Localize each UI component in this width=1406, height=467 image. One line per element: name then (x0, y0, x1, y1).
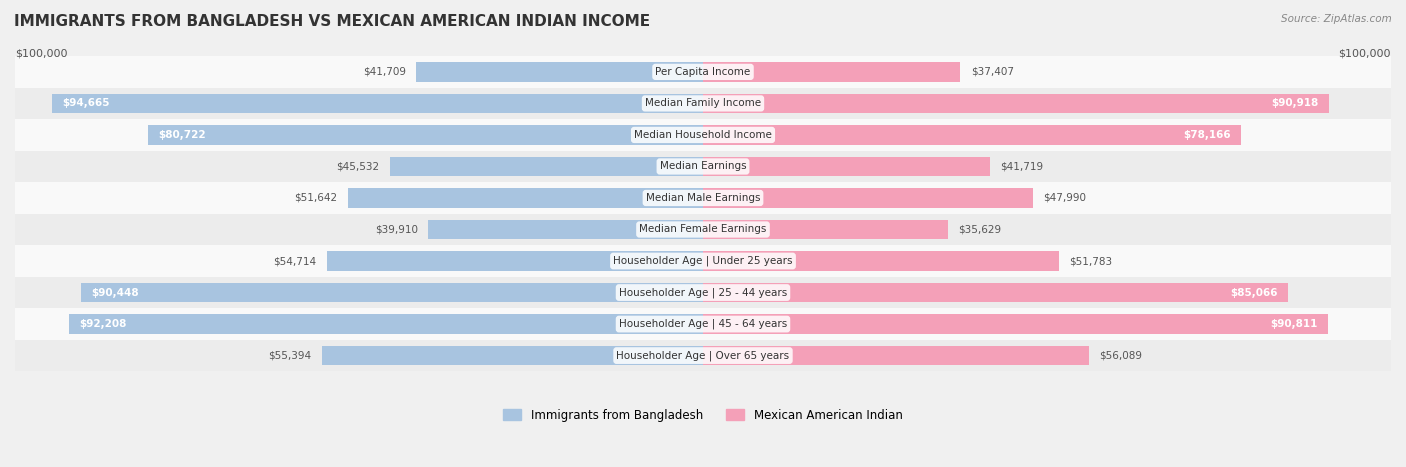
Bar (69, 314, 703, 334)
Text: $54,714: $54,714 (273, 256, 316, 266)
Bar (703, 62, 960, 82)
Bar (15, 151, 1391, 182)
Text: $80,722: $80,722 (157, 130, 205, 140)
Bar (347, 188, 703, 208)
Bar (703, 251, 1059, 271)
Text: $100,000: $100,000 (1339, 48, 1391, 58)
Text: $100,000: $100,000 (15, 48, 67, 58)
Text: Source: ZipAtlas.com: Source: ZipAtlas.com (1281, 14, 1392, 24)
Text: $56,089: $56,089 (1099, 351, 1142, 361)
Text: IMMIGRANTS FROM BANGLADESH VS MEXICAN AMERICAN INDIAN INCOME: IMMIGRANTS FROM BANGLADESH VS MEXICAN AM… (14, 14, 650, 29)
Bar (703, 188, 1033, 208)
Bar (703, 220, 948, 239)
Bar (15, 119, 1391, 151)
Bar (80, 283, 703, 302)
Text: $51,642: $51,642 (294, 193, 337, 203)
Bar (389, 157, 703, 176)
Bar (15, 182, 1391, 214)
Text: $85,066: $85,066 (1230, 288, 1278, 297)
Text: $90,918: $90,918 (1271, 99, 1319, 108)
Text: $37,407: $37,407 (970, 67, 1014, 77)
Bar (703, 314, 1327, 334)
Bar (15, 340, 1391, 371)
Bar (52, 94, 703, 113)
Text: Householder Age | 45 - 64 years: Householder Age | 45 - 64 years (619, 319, 787, 329)
Text: $41,709: $41,709 (363, 67, 406, 77)
Text: $47,990: $47,990 (1043, 193, 1087, 203)
Bar (703, 346, 1088, 365)
Text: $78,166: $78,166 (1182, 130, 1230, 140)
Bar (15, 56, 1391, 88)
Bar (15, 308, 1391, 340)
Bar (15, 245, 1391, 277)
Text: Median Male Earnings: Median Male Earnings (645, 193, 761, 203)
Text: Householder Age | Under 25 years: Householder Age | Under 25 years (613, 256, 793, 266)
Bar (15, 88, 1391, 119)
Legend: Immigrants from Bangladesh, Mexican American Indian: Immigrants from Bangladesh, Mexican Amer… (499, 404, 907, 426)
Text: Householder Age | Over 65 years: Householder Age | Over 65 years (616, 350, 790, 361)
Text: $35,629: $35,629 (959, 225, 1001, 234)
Text: Per Capita Income: Per Capita Income (655, 67, 751, 77)
Text: $90,448: $90,448 (91, 288, 139, 297)
Text: $90,811: $90,811 (1270, 319, 1317, 329)
Text: $41,719: $41,719 (1000, 162, 1043, 171)
Text: Median Household Income: Median Household Income (634, 130, 772, 140)
Text: $55,394: $55,394 (269, 351, 312, 361)
Text: $39,910: $39,910 (375, 225, 418, 234)
Text: Median Female Earnings: Median Female Earnings (640, 225, 766, 234)
Bar (148, 125, 703, 145)
Bar (15, 214, 1391, 245)
Text: $92,208: $92,208 (79, 319, 127, 329)
Bar (322, 346, 703, 365)
Text: $45,532: $45,532 (336, 162, 380, 171)
Text: $94,665: $94,665 (62, 99, 110, 108)
Text: Median Earnings: Median Earnings (659, 162, 747, 171)
Bar (703, 94, 1329, 113)
Text: Householder Age | 25 - 44 years: Householder Age | 25 - 44 years (619, 287, 787, 298)
Bar (703, 283, 1288, 302)
Bar (703, 157, 990, 176)
Bar (416, 62, 703, 82)
Bar (326, 251, 703, 271)
Text: Median Family Income: Median Family Income (645, 99, 761, 108)
Bar (15, 277, 1391, 308)
Bar (429, 220, 703, 239)
Bar (703, 125, 1240, 145)
Text: $51,783: $51,783 (1070, 256, 1112, 266)
